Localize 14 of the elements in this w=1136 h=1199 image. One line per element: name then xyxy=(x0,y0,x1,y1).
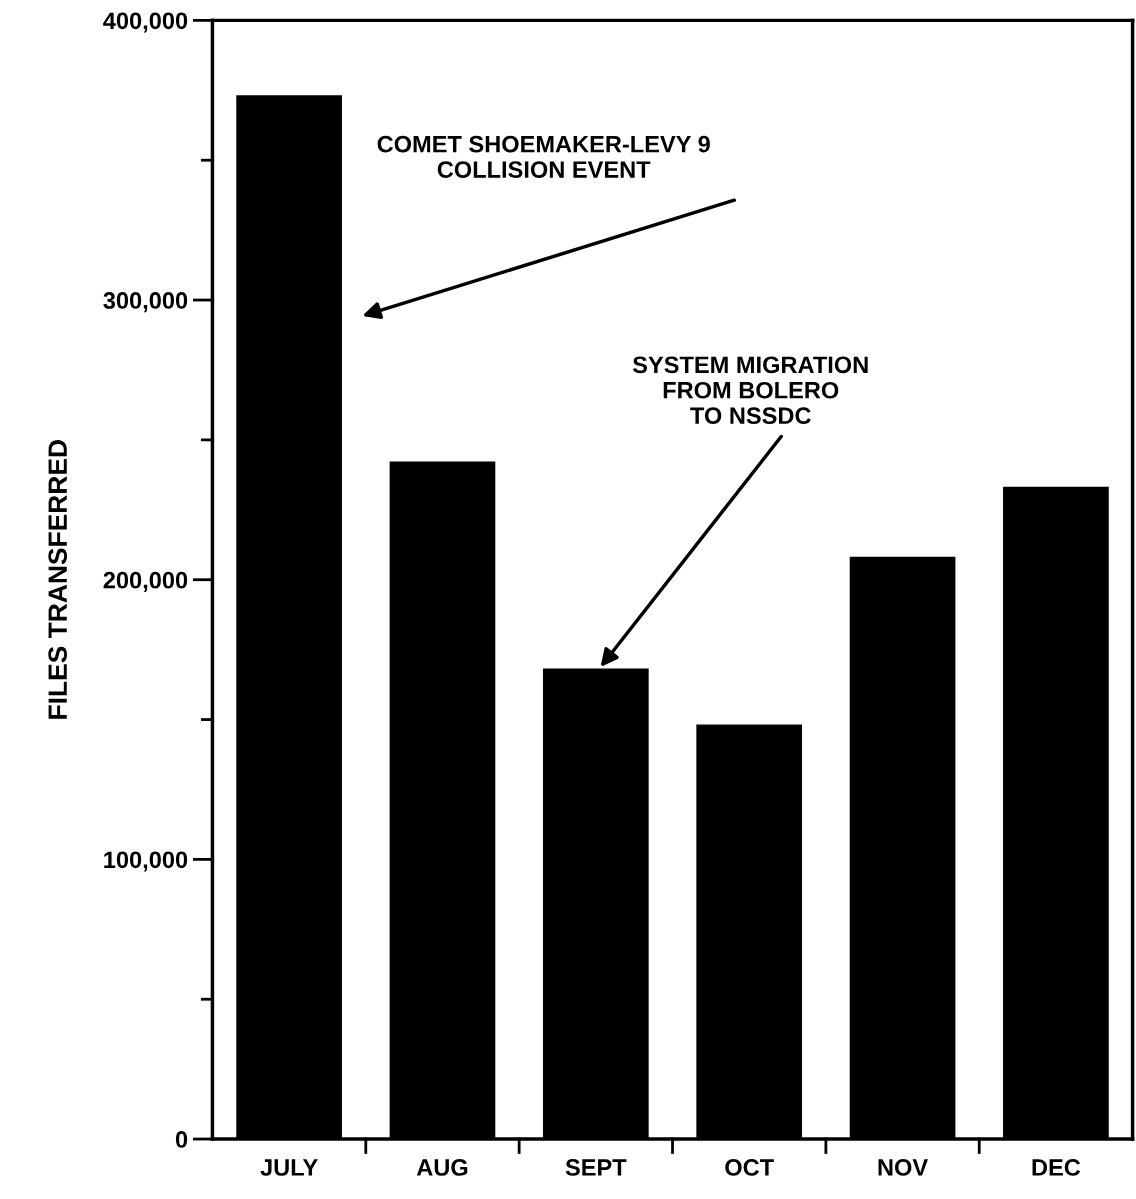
y-tick-label: 200,000 xyxy=(103,571,188,592)
x-tick-label: AUG xyxy=(416,1159,468,1176)
annotation: COMET SHOEMAKER-LEVY 9 COLLISION EVENT xyxy=(377,135,710,178)
x-tick-label: DEC xyxy=(1032,1159,1081,1176)
y-tick-label: 400,000 xyxy=(103,12,188,33)
y-tick-label: 0 xyxy=(175,1131,188,1148)
x-tick-label: OCT xyxy=(725,1159,774,1176)
x-tick-label: SEPT xyxy=(565,1159,627,1176)
annotation: SYSTEM MIGRATION FROM BOLERO TO NSSDC xyxy=(632,356,868,425)
x-tick-label: JULY xyxy=(260,1159,318,1176)
y-tick-label: 100,000 xyxy=(104,851,188,872)
y-axis-title: FILES TRANSFERRED xyxy=(48,440,68,719)
y-tick-label: 300,000 xyxy=(103,292,188,313)
x-tick-label: NOV xyxy=(878,1159,928,1176)
